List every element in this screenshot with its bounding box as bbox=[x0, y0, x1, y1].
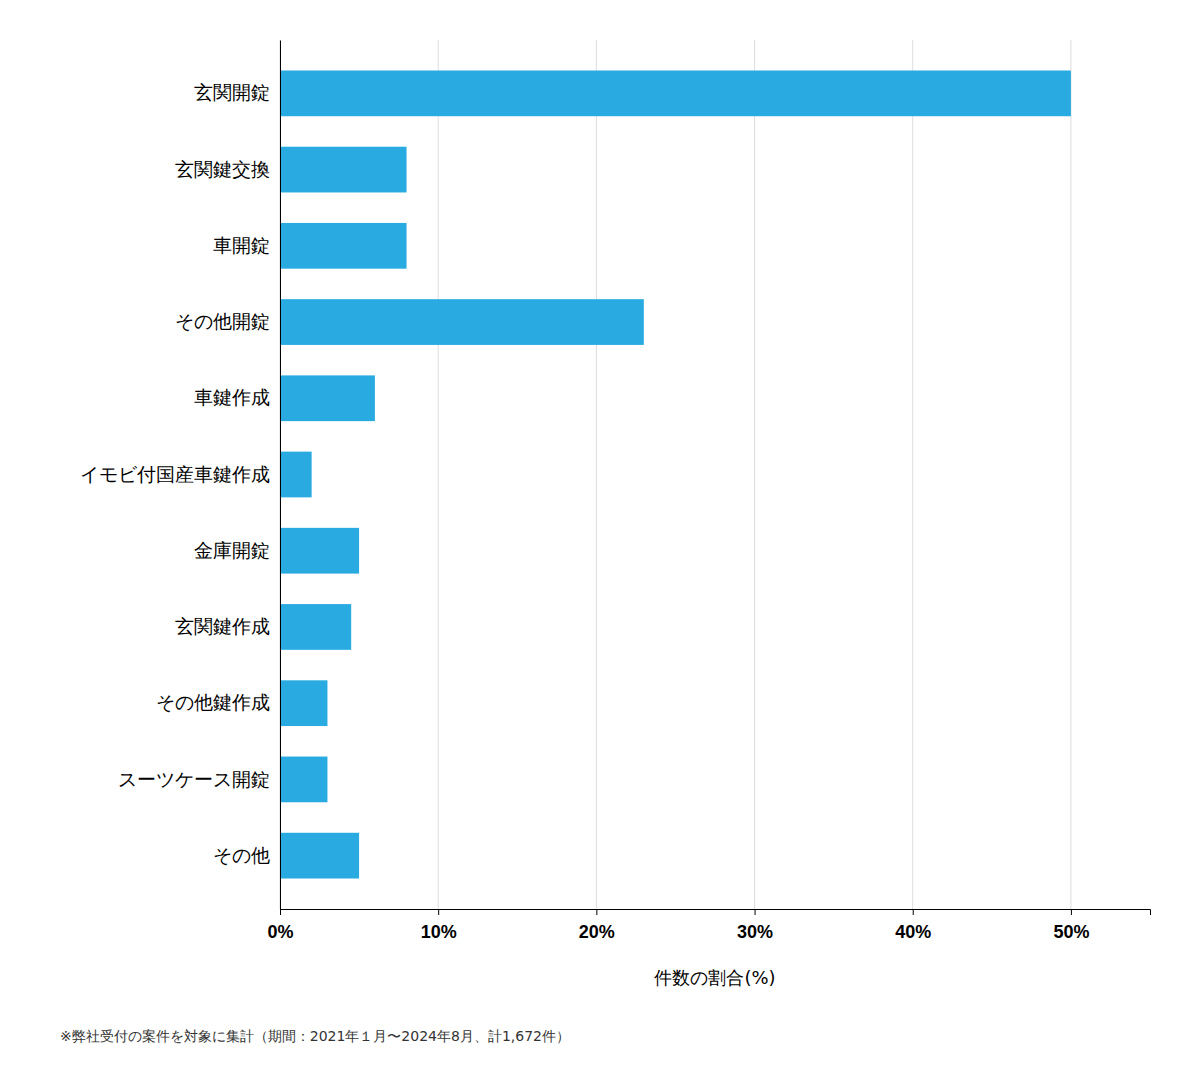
bar bbox=[280, 147, 407, 193]
grid-line bbox=[754, 40, 755, 909]
y-tick: イモビ付国産車鍵作成 bbox=[80, 464, 270, 485]
y-tick-label: その他 bbox=[213, 845, 270, 866]
grid-line bbox=[912, 40, 913, 909]
y-tick-label: その他開錠 bbox=[175, 311, 270, 332]
y-axis-line bbox=[280, 41, 281, 910]
x-tick-mark bbox=[596, 909, 597, 915]
y-tick: その他 bbox=[213, 845, 270, 866]
x-axis-line bbox=[281, 910, 1151, 916]
y-tick: 玄関鍵作成 bbox=[175, 616, 270, 637]
x-tick-mark bbox=[913, 909, 914, 915]
plot-area: 0% 10% 20% 30% 40% 50% 玄関開錠玄関鍵交換車開錠その他開錠車鍵作成イモ… bbox=[80, 40, 1151, 942]
y-tick-label: 玄関開錠 bbox=[194, 82, 270, 103]
y-tick: その他鍵作成 bbox=[156, 692, 270, 713]
bar bbox=[280, 299, 644, 345]
x-tick-label: 10% bbox=[421, 922, 457, 942]
x-tick: 0% bbox=[267, 909, 293, 942]
y-tick-label: 玄関鍵作成 bbox=[175, 616, 270, 637]
y-tick-label: イモビ付国産車鍵作成 bbox=[80, 464, 270, 485]
y-tick: その他開錠 bbox=[175, 311, 270, 332]
bar bbox=[280, 528, 359, 574]
x-tick-label: 40% bbox=[895, 922, 931, 942]
bar bbox=[280, 452, 312, 498]
y-tick-label: スーツケース開錠 bbox=[118, 768, 270, 789]
x-tick-mark bbox=[438, 909, 439, 915]
y-axis: 玄関開錠玄関鍵交換車開錠その他開錠車鍵作成イモビ付国産車鍵作成金庫開錠玄関鍵作成… bbox=[80, 41, 281, 910]
y-tick: 車鍵作成 bbox=[194, 387, 270, 408]
x-axis-title: 件数の割合(%) bbox=[654, 967, 775, 988]
y-tick-label: 金庫開錠 bbox=[194, 540, 270, 561]
y-tick: 玄関鍵交換 bbox=[175, 159, 270, 180]
x-tick-mark bbox=[1071, 909, 1072, 915]
footnote: ※弊社受付の案件を対象に集計（期間：2021年１月〜2024年8月、計1,672… bbox=[60, 1028, 570, 1044]
x-tick: 20% bbox=[579, 909, 615, 942]
x-tick-label: 0% bbox=[267, 922, 293, 942]
x-tick-label: 20% bbox=[579, 922, 615, 942]
chart-root: 0% 10% 20% 30% 40% 50% 玄関開錠玄関鍵交換車開錠その他開錠車鍵作成イモ… bbox=[0, 0, 1200, 1069]
x-tick-mark bbox=[755, 909, 756, 915]
y-tick: 玄関開錠 bbox=[194, 82, 270, 103]
y-tick: 金庫開錠 bbox=[194, 540, 270, 561]
x-tick-mark bbox=[280, 909, 281, 915]
bar bbox=[280, 375, 375, 421]
y-tick-label: 玄関鍵交換 bbox=[175, 159, 270, 180]
grid-line bbox=[596, 40, 597, 909]
x-tick-label: 50% bbox=[1053, 922, 1089, 942]
grid-line bbox=[438, 40, 439, 909]
x-tick: 10% bbox=[421, 909, 457, 942]
x-tick: 30% bbox=[737, 909, 773, 942]
y-tick-label: その他鍵作成 bbox=[156, 692, 270, 713]
x-tick: 40% bbox=[895, 909, 931, 942]
bar bbox=[280, 680, 327, 726]
y-tick: スーツケース開錠 bbox=[118, 768, 270, 789]
y-tick-label: 車鍵作成 bbox=[194, 387, 270, 408]
bar bbox=[280, 604, 351, 650]
grid-line bbox=[280, 40, 281, 909]
grid-line bbox=[1070, 40, 1071, 909]
x-tick-label: 30% bbox=[737, 922, 773, 942]
x-axis: 0% 10% 20% 30% 40% 50% bbox=[267, 909, 1150, 942]
bars bbox=[280, 70, 1071, 878]
bar bbox=[280, 70, 1071, 116]
y-tick-label: 車開錠 bbox=[213, 235, 270, 256]
y-tick: 車開錠 bbox=[213, 235, 270, 256]
bar bbox=[280, 223, 407, 269]
grid bbox=[280, 40, 1071, 909]
bar bbox=[280, 757, 327, 803]
bar bbox=[280, 833, 359, 879]
x-tick: 50% bbox=[1053, 909, 1089, 942]
